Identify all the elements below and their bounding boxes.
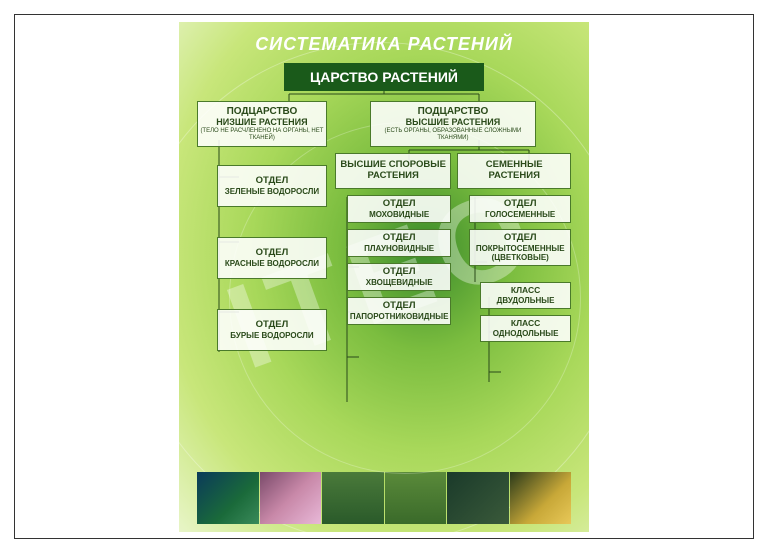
columns: ПОДЦАРСТВО НИЗШИЕ РАСТЕНИЯ (ТЕЛО НЕ РАСЧ… bbox=[197, 101, 571, 352]
spore-div-3-val: ПАПОРОТНИКОВИДНЫЕ bbox=[350, 312, 449, 321]
low-div-2-title: ОТДЕЛ bbox=[220, 320, 324, 331]
low-div-0-val: ЗЕЛЕНЫЕ ВОДОРОСЛИ bbox=[220, 187, 324, 196]
content: СИСТЕМАТИКА РАСТЕНИЙ ЦАРСТВО РАСТЕНИЙ ПО… bbox=[179, 22, 589, 532]
spore-div-0-val: МОХОВИДНЫЕ bbox=[350, 210, 449, 219]
seed-div-1: ОТДЕЛ ПОКРЫТОСЕМЕННЫЕ (ЦВЕТКОВЫЕ) bbox=[469, 229, 571, 266]
class-1-val: ОДНОДОЛЬНЫЕ bbox=[483, 329, 568, 338]
col-spore: ВЫСШИЕ СПОРОВЫЕ РАСТЕНИЯ ОТДЕЛ МОХОВИДНЫ… bbox=[335, 153, 452, 342]
spore-header-l2: РАСТЕНИЯ bbox=[338, 171, 449, 182]
seed-header: СЕМЕННЫЕ РАСТЕНИЯ bbox=[457, 153, 571, 189]
spore-div-3: ОТДЕЛ ПАПОРОТНИКОВИДНЫЕ bbox=[347, 297, 452, 325]
low-div-0-title: ОТДЕЛ bbox=[220, 176, 324, 187]
seed-div-0: ОТДЕЛ ГОЛОСЕМЕННЫЕ bbox=[469, 195, 571, 223]
seed-div-1-val: ПОКРЫТОСЕМЕННЫЕ (ЦВЕТКОВЫЕ) bbox=[472, 244, 568, 262]
low-div-1: ОТДЕЛ КРАСНЫЕ ВОДОРОСЛИ bbox=[217, 237, 327, 279]
subkingdom-low: ПОДЦАРСТВО НИЗШИЕ РАСТЕНИЯ (ТЕЛО НЕ РАСЧ… bbox=[197, 101, 327, 148]
col-low: ПОДЦАРСТВО НИЗШИЕ РАСТЕНИЯ (ТЕЛО НЕ РАСЧ… bbox=[197, 101, 327, 352]
subkingdom-low-header: ПОДЦАРСТВО bbox=[200, 106, 324, 118]
subkingdom-high-sub: ВЫСШИЕ РАСТЕНИЯ bbox=[373, 117, 532, 127]
class-0-title: КЛАСС bbox=[483, 286, 568, 296]
spore-div-1-title: ОТДЕЛ bbox=[350, 233, 449, 244]
outer-frame: ITEO СИСТЕМАТИКА РАСТЕНИЙ ЦАРСТВО РАСТЕН… bbox=[14, 14, 754, 539]
spore-div-2-title: ОТДЕЛ bbox=[350, 267, 449, 278]
spore-div-3-title: ОТДЕЛ bbox=[350, 301, 449, 312]
subkingdom-high-note: (ЕСТЬ ОРГАНЫ, ОБРАЗОВАННЫЕ СЛОЖНЫМИ ТКАН… bbox=[373, 128, 532, 142]
subkingdom-low-sub: НИЗШИЕ РАСТЕНИЯ bbox=[200, 117, 324, 127]
subkingdom-high-header: ПОДЦАРСТВО bbox=[373, 106, 532, 118]
spore-div-1: ОТДЕЛ ПЛАУНОВИДНЫЕ bbox=[347, 229, 452, 257]
spore-div-1-val: ПЛАУНОВИДНЫЕ bbox=[350, 244, 449, 253]
subkingdom-high: ПОДЦАРСТВО ВЫСШИЕ РАСТЕНИЯ (ЕСТЬ ОРГАНЫ,… bbox=[370, 101, 535, 148]
spore-header: ВЫСШИЕ СПОРОВЫЕ РАСТЕНИЯ bbox=[335, 153, 452, 189]
class-1: КЛАСС ОДНОДОЛЬНЫЕ bbox=[480, 315, 571, 342]
low-div-2-val: БУРЫЕ ВОДОРОСЛИ bbox=[220, 331, 324, 340]
spore-div-0: ОТДЕЛ МОХОВИДНЫЕ bbox=[347, 195, 452, 223]
seed-div-0-val: ГОЛОСЕМЕННЫЕ bbox=[472, 210, 568, 219]
spore-div-2-val: ХВОЩЕВИДНЫЕ bbox=[350, 278, 449, 287]
class-0-val: ДВУДОЛЬНЫЕ bbox=[483, 296, 568, 305]
seed-div-1-title: ОТДЕЛ bbox=[472, 233, 568, 244]
poster: ITEO СИСТЕМАТИКА РАСТЕНИЙ ЦАРСТВО РАСТЕН… bbox=[179, 22, 589, 532]
low-div-0: ОТДЕЛ ЗЕЛЕНЫЕ ВОДОРОСЛИ bbox=[217, 165, 327, 207]
low-div-2: ОТДЕЛ БУРЫЕ ВОДОРОСЛИ bbox=[217, 309, 327, 351]
spore-div-2: ОТДЕЛ ХВОЩЕВИДНЫЕ bbox=[347, 263, 452, 291]
class-0: КЛАСС ДВУДОЛЬНЫЕ bbox=[480, 282, 571, 309]
low-div-1-title: ОТДЕЛ bbox=[220, 248, 324, 259]
seed-header-l2: РАСТЕНИЯ bbox=[460, 171, 568, 182]
class-1-title: КЛАСС bbox=[483, 319, 568, 329]
seed-div-0-title: ОТДЕЛ bbox=[472, 199, 568, 210]
spore-div-0-title: ОТДЕЛ bbox=[350, 199, 449, 210]
subkingdom-low-note: (ТЕЛО НЕ РАСЧЛЕНЕНО НА ОРГАНЫ, НЕТ ТКАНЕ… bbox=[200, 128, 324, 142]
kingdom-box: ЦАРСТВО РАСТЕНИЙ bbox=[284, 63, 484, 91]
main-title: СИСТЕМАТИКА РАСТЕНИЙ bbox=[197, 34, 571, 55]
low-div-1-val: КРАСНЫЕ ВОДОРОСЛИ bbox=[220, 259, 324, 268]
col-seed: СЕМЕННЫЕ РАСТЕНИЯ ОТДЕЛ ГОЛОСЕМЕННЫЕ ОТД… bbox=[457, 153, 571, 342]
